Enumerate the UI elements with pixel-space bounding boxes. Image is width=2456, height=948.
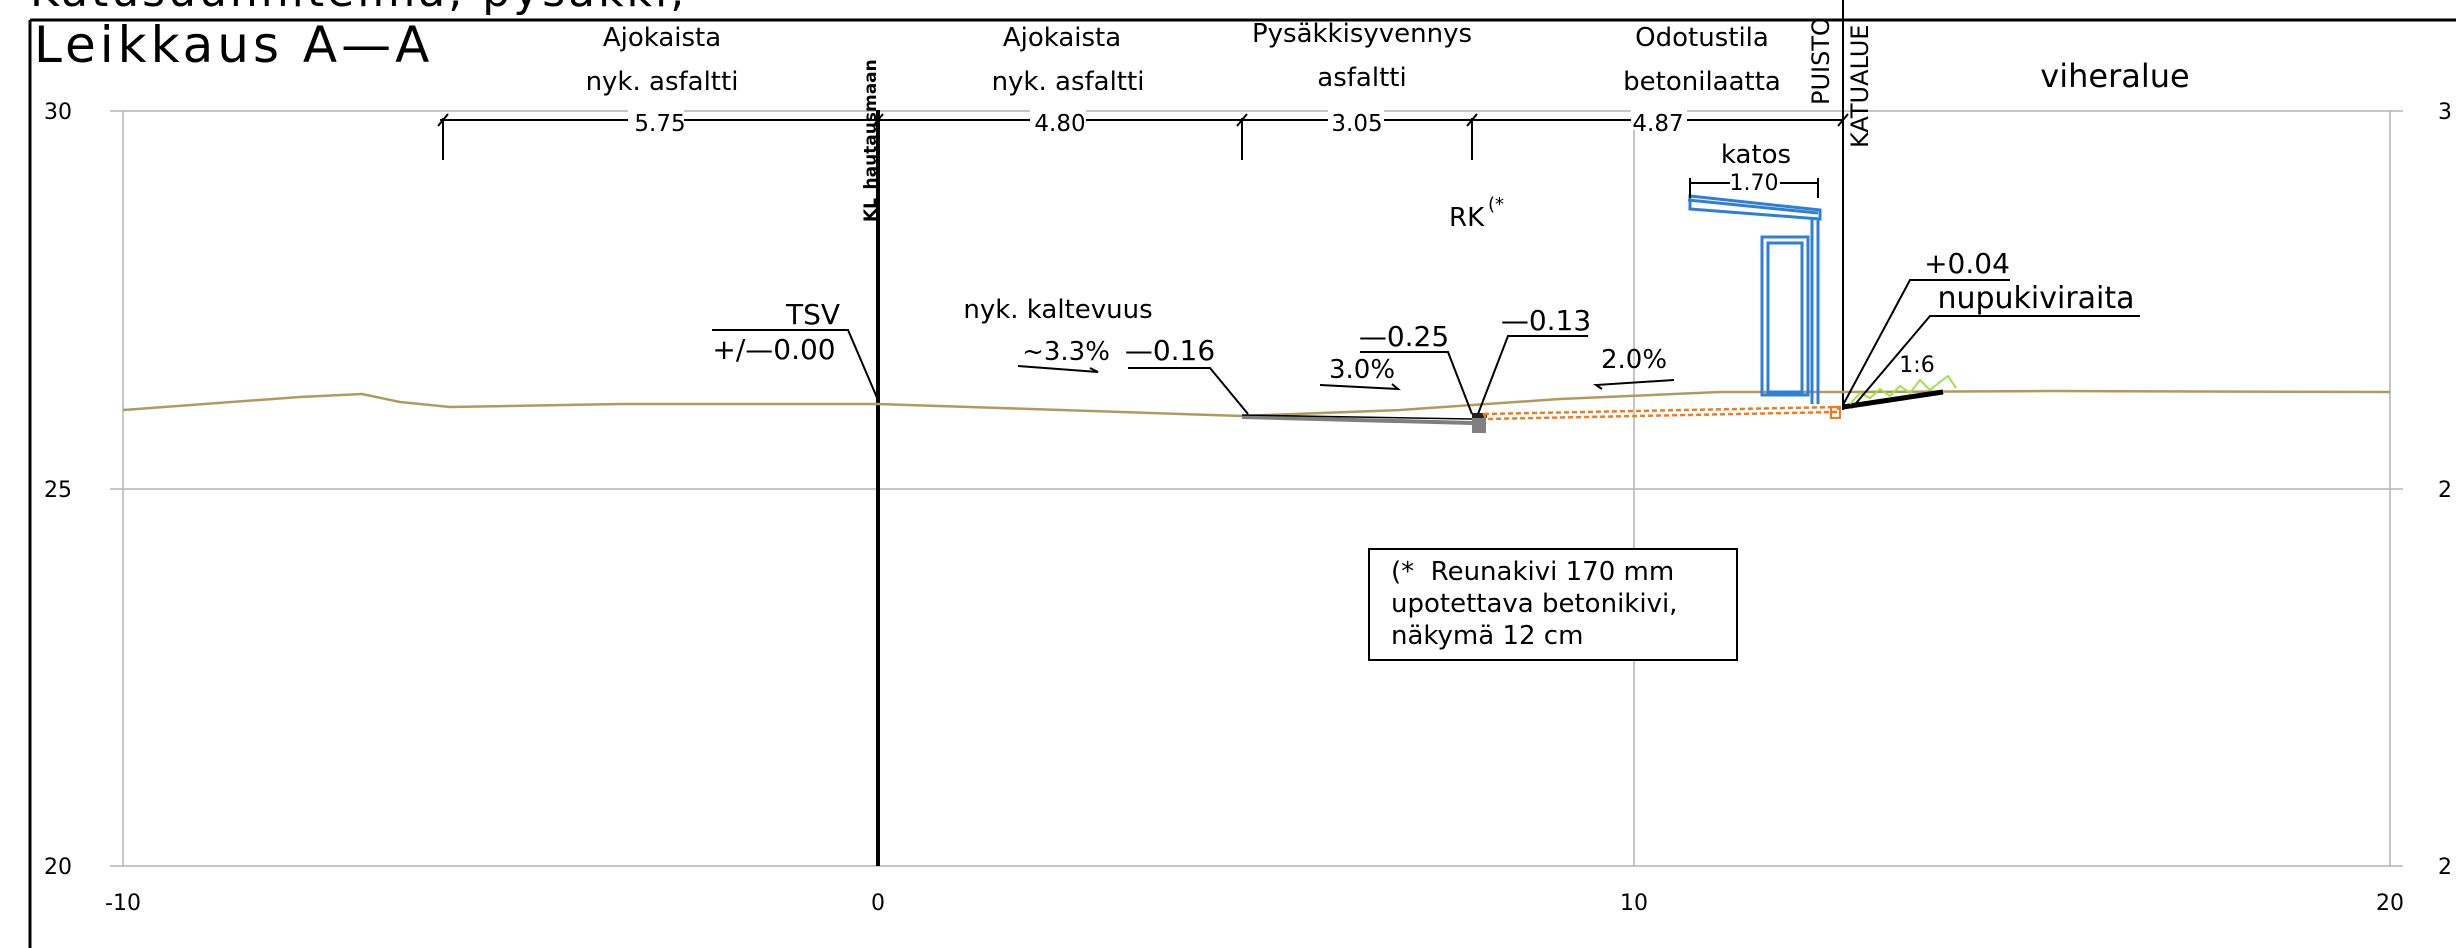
x-tick-label: -10 bbox=[105, 891, 141, 916]
elevation-label: —0.13 bbox=[1501, 304, 1591, 337]
tsv-label: TSV bbox=[785, 298, 840, 331]
note-line: näkymä 12 cm bbox=[1391, 621, 1583, 651]
dimension-label: 4.80 bbox=[1034, 111, 1085, 137]
elevation-label: —0.25 bbox=[1359, 320, 1449, 353]
note-box bbox=[1368, 548, 1738, 661]
zone-label: Odotustila bbox=[1635, 23, 1769, 53]
shelter-width: 1.70 bbox=[1730, 171, 1779, 196]
zone-label: nyk. asfaltti bbox=[586, 67, 739, 97]
dim-label-bg bbox=[1730, 170, 1780, 194]
x-tick-label: 10 bbox=[1620, 891, 1648, 916]
slope-arrow bbox=[1592, 379, 1675, 390]
dimension-label: 4.87 bbox=[1632, 111, 1683, 137]
grass bbox=[1849, 374, 1957, 405]
shelter bbox=[1687, 194, 1822, 404]
rk-label: RK bbox=[1449, 203, 1485, 233]
zone-label: Ajokaista bbox=[1003, 23, 1121, 53]
zone-label: Pysäkkisyvennys bbox=[1252, 19, 1472, 49]
x-tick-label: 0 bbox=[871, 891, 885, 916]
dimension-label: 3.05 bbox=[1331, 111, 1382, 137]
elevation-leader bbox=[1842, 279, 2010, 406]
cobble-label: nupukiviraita bbox=[1937, 281, 2134, 316]
slab-edge bbox=[1830, 406, 1841, 419]
dim-label-bg bbox=[628, 106, 684, 130]
slope-arrow bbox=[1017, 365, 1099, 373]
curb-stone bbox=[1472, 414, 1486, 433]
x-tick-label: 20 bbox=[2376, 891, 2404, 916]
slope-value: ~3.3% bbox=[1022, 337, 1110, 367]
tsv-leader bbox=[712, 329, 879, 401]
slope-value: 3.0% bbox=[1329, 355, 1395, 385]
cobble-strip bbox=[1842, 389, 1944, 410]
elevation-label: —0.16 bbox=[1125, 334, 1215, 367]
drawing-title: Leikkaus A—A bbox=[34, 16, 433, 74]
dimension-label: 5.75 bbox=[634, 111, 685, 137]
rk-footnote-mark: (* bbox=[1488, 194, 1504, 215]
zone-label: asfaltti bbox=[1317, 63, 1406, 93]
concrete-slab bbox=[1482, 405, 1840, 421]
elevation-leader bbox=[1128, 367, 1249, 415]
curb-top bbox=[1472, 413, 1487, 418]
terrain-line bbox=[122, 389, 2391, 418]
cobble-leader bbox=[1851, 315, 2140, 409]
slope-value: 2.0% bbox=[1601, 345, 1667, 375]
y-tick-label: 2 bbox=[2438, 855, 2452, 880]
y-tick-label: 2 bbox=[2438, 478, 2452, 503]
y-tick-label: 3 bbox=[2438, 100, 2452, 125]
slope-arrow bbox=[1319, 383, 1401, 391]
slope-ratio: 1:6 bbox=[1899, 353, 1934, 378]
elevation-leader bbox=[1360, 351, 1473, 415]
bus-bay-surface bbox=[1241, 414, 1473, 420]
shelter-label: katos bbox=[1721, 140, 1791, 170]
katualue-label: KATUALUE bbox=[1846, 25, 1874, 148]
y-tick-label: 30 bbox=[44, 100, 72, 125]
dim-label-bg bbox=[1328, 106, 1384, 130]
centerline-label: KL_hautausmaan bbox=[861, 59, 881, 222]
y-tick-label: 25 bbox=[44, 478, 72, 503]
grid bbox=[110, 110, 2403, 867]
zone-label: Ajokaista bbox=[603, 23, 721, 53]
tsv-value: +/—0.00 bbox=[712, 333, 835, 366]
zone-label: viheralue bbox=[2040, 57, 2189, 95]
elevation-leader bbox=[1477, 335, 1588, 415]
puisto-label: PUISTO bbox=[1807, 17, 1835, 105]
note-line: upotettava betonikivi, bbox=[1391, 589, 1677, 619]
zone-label: betonilaatta bbox=[1623, 67, 1781, 97]
note-line: (* Reunakivi 170 mm bbox=[1391, 557, 1674, 587]
dim-label-bg bbox=[1030, 106, 1086, 130]
existing-slope-label: nyk. kaltevuus bbox=[963, 295, 1152, 325]
bus-bay-surface bbox=[1241, 415, 1473, 425]
zone-label: nyk. asfaltti bbox=[992, 67, 1145, 97]
elevation-label: +0.04 bbox=[1924, 247, 2010, 280]
y-tick-label: 20 bbox=[44, 855, 72, 880]
dim-label-bg bbox=[1631, 106, 1687, 130]
drawing-title-partial: Katusuunnitelma, pysäkki, bbox=[30, 0, 687, 17]
